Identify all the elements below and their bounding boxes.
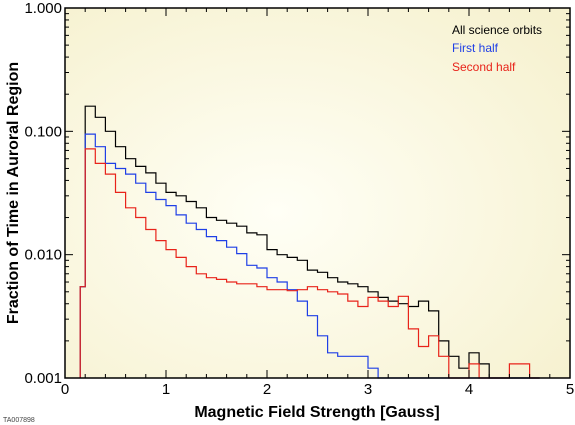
plot-frame [64, 7, 571, 379]
corner-id: TA007898 [3, 417, 35, 424]
x-tick-label: 2 [263, 381, 271, 398]
legend-item-all: All science orbits [452, 23, 542, 37]
y-tick-label: 0.001 [24, 370, 62, 387]
x-tick-label: 5 [566, 381, 574, 398]
x-tick-label: 1 [162, 381, 170, 398]
x-tick-label: 0 [61, 381, 69, 398]
y-tick-label: 1.000 [24, 0, 62, 17]
y-tick-label: 0.010 [24, 247, 62, 264]
x-tick-label: 4 [465, 381, 473, 398]
series-line-3 [79, 148, 540, 379]
legend-item-second: Second half [452, 60, 516, 74]
series-line-1 [79, 105, 540, 379]
x-axis-title: Magnetic Field Strength [Gauss] [194, 404, 439, 421]
y-tick-label: 0.100 [24, 123, 62, 140]
legend-item-first: First half [452, 41, 499, 55]
ticks-layer: 0 1 2 3 4 5 0.001 0.010 0.100 1.000 [24, 0, 574, 398]
x-tick-label: 3 [364, 381, 372, 398]
y-axis-title: Fraction of Time in Auroral Region [5, 62, 22, 324]
